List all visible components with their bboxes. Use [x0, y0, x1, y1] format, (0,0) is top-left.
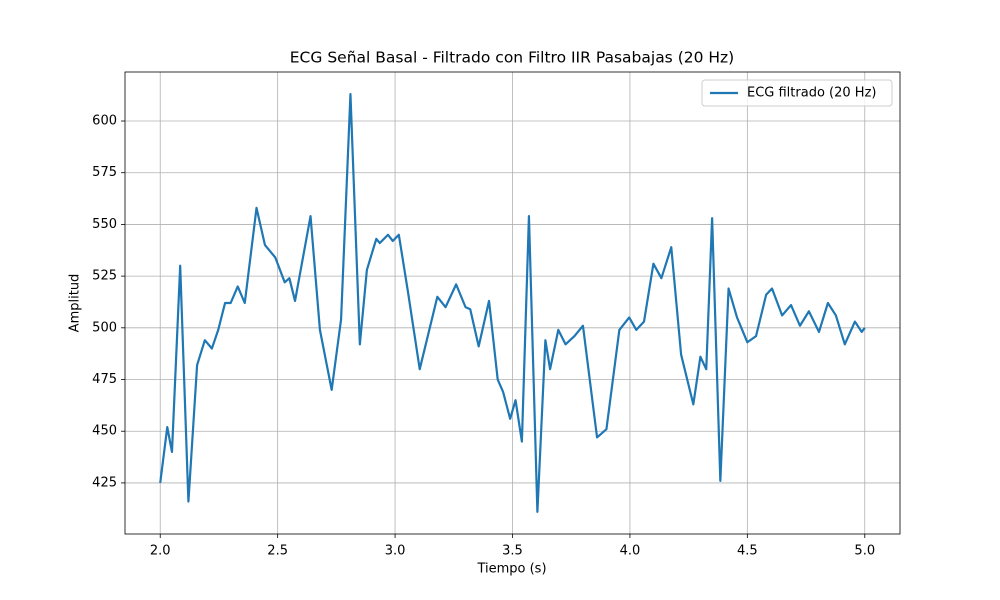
y-tick-label: 450: [92, 424, 117, 439]
plot-frame: [124, 71, 901, 535]
x-axis-label: Tiempo (s): [476, 562, 546, 577]
y-tick-label: 600: [92, 114, 117, 129]
x-tick-label: 4.5: [737, 544, 758, 559]
chart-title: ECG Señal Basal - Filtrado con Filtro II…: [290, 49, 734, 67]
y-tick-label: 425: [92, 475, 117, 490]
data-line: [159, 93, 866, 513]
legend: ECG filtrado (20 Hz): [701, 79, 893, 107]
y-tick-label: 575: [92, 165, 117, 180]
x-tick-label: 3.5: [502, 544, 523, 559]
y-tick-label: 550: [92, 217, 117, 232]
y-axis-label: Amplitud: [68, 274, 83, 333]
legend-label: ECG filtrado (20 Hz): [747, 86, 876, 101]
x-tick-label: 2.5: [267, 544, 288, 559]
x-tick-label: 4.0: [620, 544, 641, 559]
legend-box: [701, 79, 893, 107]
x-tick-label: 2.0: [150, 544, 171, 559]
y-tick-label: 525: [92, 269, 117, 284]
y-tick-label: 475: [92, 372, 117, 387]
y-tick-label: 500: [92, 320, 117, 335]
x-tick-label: 3.0: [385, 544, 406, 559]
x-tick-label: 5.0: [854, 544, 875, 559]
